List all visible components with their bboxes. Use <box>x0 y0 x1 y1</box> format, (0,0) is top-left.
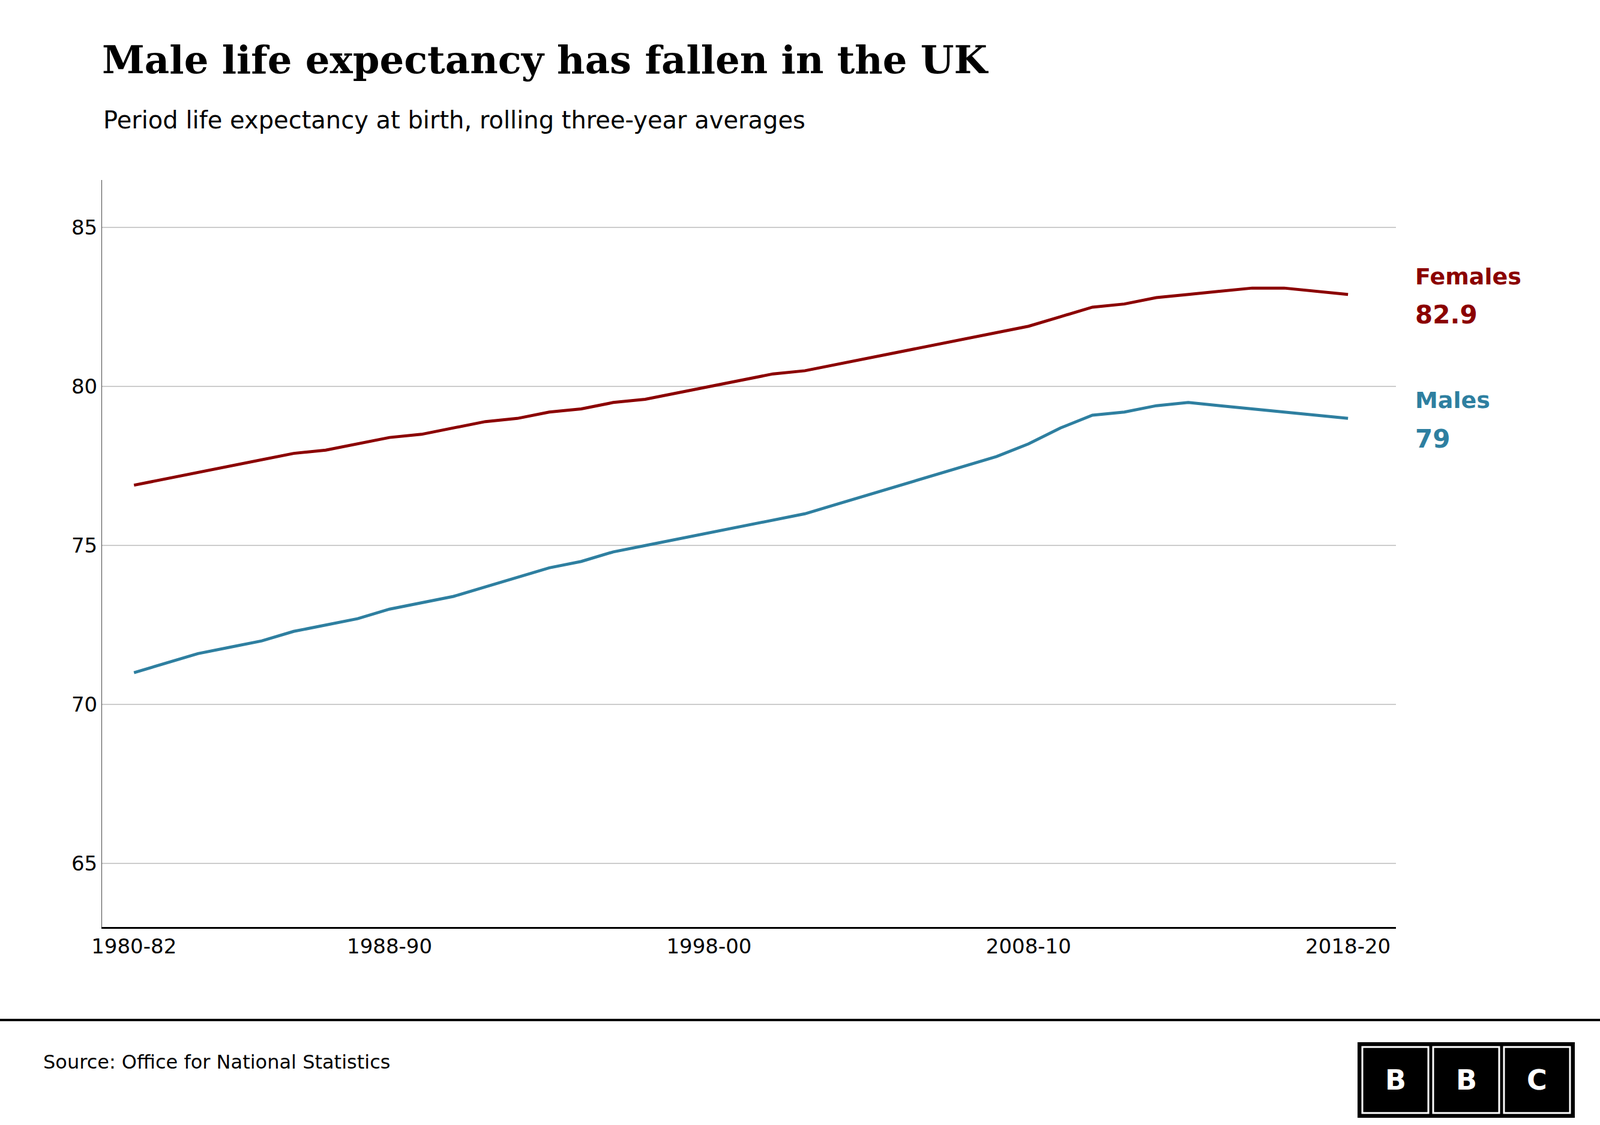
svg-text:Period life expectancy at birt: Period life expectancy at birth, rolling… <box>103 106 806 134</box>
svg-text:C: C <box>1526 1064 1548 1097</box>
svg-text:B: B <box>1455 1064 1477 1097</box>
svg-text:2018-20: 2018-20 <box>1305 934 1391 959</box>
svg-text:82.9: 82.9 <box>1415 300 1478 330</box>
svg-text:1980-82: 1980-82 <box>91 934 177 959</box>
svg-text:2008-10: 2008-10 <box>986 934 1072 959</box>
svg-text:1998-00: 1998-00 <box>666 934 752 959</box>
svg-text:Males: Males <box>1415 387 1491 414</box>
svg-text:70: 70 <box>71 692 98 717</box>
svg-text:65: 65 <box>71 851 98 876</box>
svg-text:Male life expectancy has falle: Male life expectancy has fallen in the U… <box>102 37 990 83</box>
svg-text:B: B <box>1385 1064 1407 1097</box>
svg-text:79: 79 <box>1415 424 1450 454</box>
svg-text:1988-90: 1988-90 <box>346 934 433 959</box>
svg-text:80: 80 <box>71 374 98 399</box>
svg-text:75: 75 <box>71 533 98 558</box>
svg-text:Females: Females <box>1415 263 1522 290</box>
svg-text:Source: Office for National St: Source: Office for National Statistics <box>43 1050 391 1074</box>
svg-text:85: 85 <box>71 215 98 240</box>
